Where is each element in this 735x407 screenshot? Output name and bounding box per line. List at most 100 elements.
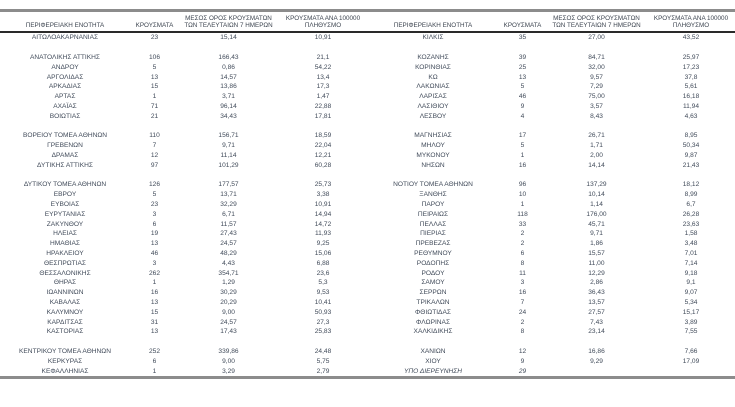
per100k-cell-left: 5,75: [316, 357, 330, 365]
cases-cell-right: 1: [520, 200, 525, 208]
spacer-cell: [0, 337, 735, 347]
avg7-cell-right: 15,57: [588, 249, 605, 257]
region-cell-right: ΣΕΡΡΩΝ: [419, 289, 447, 297]
avg7-cell-left: 101,29: [218, 161, 239, 169]
region-cell-right: ΠΑΡΟΥ: [421, 200, 445, 208]
per100k-cell-right: 50,34: [682, 142, 700, 150]
region-cell-left: ΗΜΑΘΙΑΣ: [50, 240, 80, 248]
region-cell-left: ΖΑΚΥΝΘΟΥ: [46, 220, 84, 228]
per100k-cell-right: 4,63: [684, 112, 698, 120]
region-cell-left: ΚΕΦΑΛΛΗΝΙΑΣ: [41, 367, 89, 375]
per100k-cell-right: 43,52: [682, 34, 700, 42]
table-header: ΠΕΡΙΦΕΡΕΙΑΚΗ ΕΝΟΤΗΤΑ ΚΡΟΥΣΜΑΤΑ ΜΕΣΟΣ ΟΡΟ…: [0, 10, 735, 34]
per100k-cell-right: 5,61: [684, 83, 698, 91]
avg7-cell-right: 2,00: [590, 151, 603, 159]
per100k-cell-left: 6,88: [316, 259, 330, 267]
avg7-cell-right: 1,71: [590, 142, 603, 150]
cases-cell-left: 110: [149, 132, 160, 140]
per100k-cell-right: 7,55: [684, 328, 698, 336]
cases-cell-right: 29: [518, 367, 527, 375]
per100k-cell-left: 5,3: [318, 279, 328, 287]
cases-cell-right: 13: [518, 73, 527, 81]
region-cell-right: ΛΑΡΙΣΑΣ: [419, 93, 447, 101]
cases-cell-right: 39: [518, 54, 527, 61]
header-region-left: ΠΕΡΙΦΕΡΕΙΑΚΗ ΕΝΟΤΗΤΑ: [0, 10, 130, 34]
per100k-cell-right: 37,8: [684, 73, 698, 81]
avg7-cell-right: 7,29: [590, 83, 603, 91]
avg7-cell-left: 156,71: [218, 132, 239, 140]
cases-cell-left: 46: [150, 249, 159, 257]
table-row: ΖΑΚΥΝΘΟΥ 6 11,57 14,72 ΠΕΛΛΑΣ 33 45,71 23,63: [0, 220, 735, 230]
avg7-cell-right: 14,14: [588, 161, 605, 169]
avg7-cell-left: 27,43: [220, 230, 237, 238]
per100k-cell-right: 21,43: [682, 161, 700, 169]
cases-cell-right: 6: [520, 249, 525, 257]
region-cell-right: ΚΟΡΙΝΘΙΑΣ: [415, 63, 451, 71]
table-row: ΘΕΣΠΡΩΤΙΑΣ 3 4,43 6,88 ΡΟΔΟΠΗΣ 8 11,00 7,14: [0, 259, 735, 269]
avg7-cell-right: 1,14: [590, 200, 603, 208]
per100k-cell-left: 18,59: [314, 132, 332, 140]
avg7-cell-right: [547, 367, 646, 378]
spacer-cell: [0, 171, 735, 181]
region-cell-right: ΡΟΔΟΥ: [421, 269, 445, 277]
cases-cell-right: 35: [518, 34, 527, 42]
cases-cell-left: 1: [152, 279, 157, 287]
region-cell-left: ΗΡΑΚΛΕΙΟΥ: [46, 249, 84, 257]
per100k-cell-right: 25,97: [682, 54, 700, 61]
region-cell-left: ΑΧΑΪΑΣ: [53, 102, 77, 110]
header-per100k-left: ΚΡΟΥΣΜΑΤΑ ΑΝΑ 100000 ΠΛΗΘΥΣΜΟ: [278, 10, 368, 34]
per100k-cell-left: 9,25: [316, 240, 330, 248]
avg7-cell-right: 12,29: [588, 269, 605, 277]
region-cell-right: ΦΘΙΩΤΙΔΑΣ: [415, 308, 451, 316]
spacer-cell: [0, 122, 735, 132]
cases-cell-right: 12: [518, 347, 527, 355]
region-cell-right: ΚΙΛΚΙΣ: [422, 34, 444, 42]
avg7-cell-right: 26,71: [588, 132, 605, 140]
per100k-cell-left: 17,3: [316, 83, 330, 91]
table-row: ΚΕΦΑΛΛΗΝΙΑΣ 1 3,29 2,79 ΥΠΟ ΔΙΕΡΕΥΝΗΣΗ 29: [0, 367, 735, 378]
table-body: ΑΙΤΩΛΟΑΚΑΡΝΑΝΙΑΣ 23 15,14 10,91 ΚΙΛΚΙΣ 35 27,0…: [0, 32, 735, 377]
cases-cell-right: 7: [520, 298, 525, 306]
region-cell-right: ΚΩ: [428, 73, 438, 81]
spacer-row: [0, 122, 735, 132]
table-row: ΘΕΣΣΑΛΟΝΙΚΗΣ 262 354,71 23,6 ΡΟΔΟΥ 11 12,29 9,1…: [0, 269, 735, 279]
cases-cell-left: 106: [148, 54, 160, 61]
avg7-cell-right: 9,71: [590, 230, 603, 238]
region-cell-right: ΞΑΝΘΗΣ: [419, 191, 447, 199]
cases-cell-right: 3: [520, 279, 525, 287]
per100k-cell-right: 9,18: [684, 269, 698, 277]
per100k-cell-left: 10,91: [314, 200, 332, 208]
cases-cell-left: 126: [148, 181, 160, 189]
cases-cell-left: 19: [150, 230, 159, 238]
avg7-cell-left: 6,71: [222, 210, 235, 218]
avg7-cell-right: 7,43: [590, 318, 603, 326]
region-cell-left: ΑΡΚΑΔΙΑΣ: [48, 83, 82, 91]
per100k-cell-right: 17,23: [682, 63, 700, 71]
per100k-cell-right: 7,14: [684, 259, 698, 267]
spacer-cell: [0, 43, 735, 53]
cases-cell-left: 97: [150, 161, 159, 169]
avg7-cell-right: 11,00: [588, 259, 605, 267]
avg7-cell-right: 1,86: [590, 240, 603, 248]
cases-cell-left: 13: [150, 328, 159, 336]
cases-cell-right: 1: [520, 151, 525, 159]
avg7-cell-right: 32,00: [588, 63, 605, 71]
region-cell-right: ΜΗΛΟΥ: [421, 142, 445, 150]
region-cell-left: ΚΕΝΤΡΙΚΟΥ ΤΟΜΕΑ ΑΘΗΝΩΝ: [19, 347, 111, 355]
region-cell-right: ΧΑΛΚΙΔΙΚΗΣ: [413, 328, 453, 336]
header-region-right: ΠΕΡΙΦΕΡΕΙΑΚΗ ΕΝΟΤΗΤΑ: [368, 10, 498, 34]
region-cell-right: ΠΕΙΡΑΙΩΣ: [417, 210, 449, 218]
table-row: ΔΡΑΜΑΣ 12 11,14 12,21 ΜΥΚΟΝΟΥ 1 2,00 9,87: [0, 151, 735, 161]
per100k-cell-right: 11,94: [682, 102, 699, 110]
per100k-cell-right: 8,95: [684, 132, 698, 140]
per100k-cell-right: 15,17: [682, 308, 700, 316]
region-cell-left: ΑΝΔΡΟΥ: [51, 63, 79, 71]
per100k-cell-right: 5,34: [684, 298, 698, 306]
cases-cell-right: 25: [518, 63, 527, 71]
cases-cell-right: 2: [520, 318, 525, 326]
avg7-cell-right: 8,43: [590, 112, 603, 120]
avg7-cell-right: 9,29: [590, 357, 603, 365]
per100k-cell-left: 15,06: [314, 249, 332, 257]
avg7-cell-left: 32,29: [220, 200, 237, 208]
header-per100k-right: ΚΡΟΥΣΜΑΤΑ ΑΝΑ 100000 ΠΛΗΘΥΣΜΟ: [646, 10, 735, 34]
